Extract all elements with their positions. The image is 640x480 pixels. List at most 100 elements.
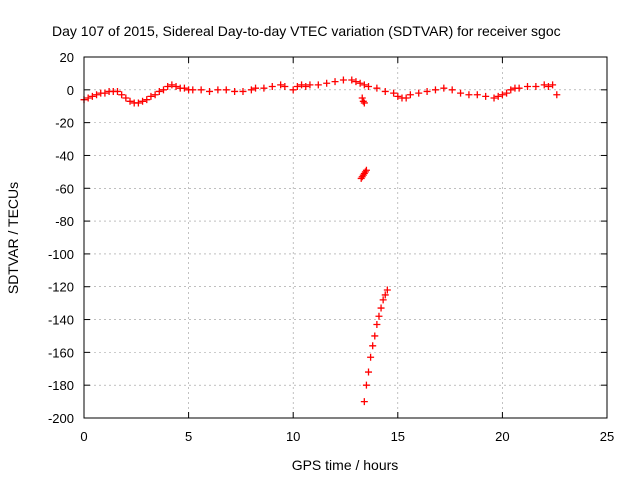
- data-point: [390, 89, 398, 97]
- x-tick-label: 20: [495, 429, 509, 444]
- data-point: [402, 94, 410, 102]
- data-point: [293, 83, 301, 91]
- data-point: [139, 97, 147, 105]
- data-point: [362, 166, 370, 174]
- data-point: [359, 97, 367, 105]
- data-point: [314, 81, 322, 89]
- data-point: [365, 368, 373, 376]
- y-tick-label: -180: [48, 378, 74, 393]
- data-point: [360, 99, 368, 107]
- data-point: [168, 81, 176, 89]
- data-point: [498, 91, 506, 99]
- y-tick-label: -20: [55, 116, 74, 131]
- data-point: [143, 96, 151, 104]
- data-points: [80, 76, 561, 406]
- y-tick-label: -120: [48, 280, 74, 295]
- y-tick-label: 0: [67, 83, 74, 98]
- data-point: [394, 92, 402, 100]
- y-tick-label: -100: [48, 247, 74, 262]
- data-point: [93, 91, 101, 99]
- grid: [84, 57, 607, 418]
- data-point: [373, 84, 381, 92]
- data-point: [383, 286, 391, 294]
- data-point: [172, 83, 180, 91]
- data-point: [348, 76, 356, 84]
- y-axis-label: SDTVAR / TECUs: [5, 182, 21, 294]
- data-point: [473, 91, 481, 99]
- data-point: [239, 87, 247, 95]
- data-point: [298, 81, 306, 89]
- y-tick-label: -80: [55, 214, 74, 229]
- x-tick-label: 0: [80, 429, 87, 444]
- data-point: [494, 92, 502, 100]
- data-point: [369, 342, 377, 350]
- chart-title: Day 107 of 2015, Sidereal Day-to-day VTE…: [52, 23, 561, 39]
- data-point: [206, 87, 214, 95]
- data-point: [373, 320, 381, 328]
- y-tick-label: -140: [48, 313, 74, 328]
- x-axis-label: GPS time / hours: [292, 457, 399, 473]
- data-point: [515, 84, 523, 92]
- data-point: [371, 332, 379, 340]
- data-point: [549, 81, 557, 89]
- data-point: [415, 89, 423, 97]
- data-point: [358, 94, 366, 102]
- data-point: [381, 87, 389, 95]
- data-point: [180, 84, 188, 92]
- x-tick-labels: 0 5 10 15 20 25: [80, 429, 614, 444]
- data-point: [281, 83, 289, 91]
- data-point: [465, 91, 473, 99]
- data-point: [544, 83, 552, 91]
- data-point: [151, 91, 159, 99]
- data-point: [507, 86, 515, 94]
- data-point: [147, 92, 155, 100]
- x-tick-label: 15: [391, 429, 405, 444]
- data-point: [197, 86, 205, 94]
- data-point: [503, 89, 511, 97]
- y-tick-label: -160: [48, 345, 74, 360]
- data-point: [289, 86, 297, 94]
- data-point: [101, 89, 109, 97]
- data-point: [252, 84, 260, 92]
- data-point: [352, 78, 360, 86]
- plot-frame: [83, 56, 608, 419]
- data-point: [231, 87, 239, 95]
- data-point: [134, 99, 142, 107]
- data-point: [361, 168, 369, 176]
- data-point: [247, 86, 255, 94]
- data-point: [360, 398, 368, 406]
- axis-ticks: [83, 56, 608, 419]
- x-tick-label: 5: [185, 429, 192, 444]
- data-point: [362, 381, 370, 389]
- data-point: [540, 81, 548, 89]
- data-point: [457, 89, 465, 97]
- data-point: [356, 79, 364, 87]
- data-point: [375, 312, 383, 320]
- data-point: [524, 83, 532, 91]
- data-point: [423, 87, 431, 95]
- data-point: [189, 86, 197, 94]
- data-point: [365, 83, 373, 91]
- data-point: [339, 76, 347, 84]
- data-point: [164, 83, 172, 91]
- data-point: [84, 94, 92, 102]
- data-point: [490, 94, 498, 102]
- data-point: [214, 86, 222, 94]
- y-tick-label: -40: [55, 148, 74, 163]
- data-point: [277, 81, 285, 89]
- y-tick-label: -60: [55, 181, 74, 196]
- data-point: [155, 87, 163, 95]
- data-point: [381, 291, 389, 299]
- y-tick-label: -200: [48, 411, 74, 426]
- data-point: [379, 296, 387, 304]
- data-point: [126, 97, 134, 105]
- data-point: [406, 91, 414, 99]
- data-point: [431, 86, 439, 94]
- x-tick-label: 10: [286, 429, 300, 444]
- data-point: [113, 87, 121, 95]
- data-point: [260, 84, 268, 92]
- data-point: [122, 94, 130, 102]
- data-point: [377, 304, 385, 312]
- data-point: [222, 86, 230, 94]
- data-point: [268, 83, 276, 91]
